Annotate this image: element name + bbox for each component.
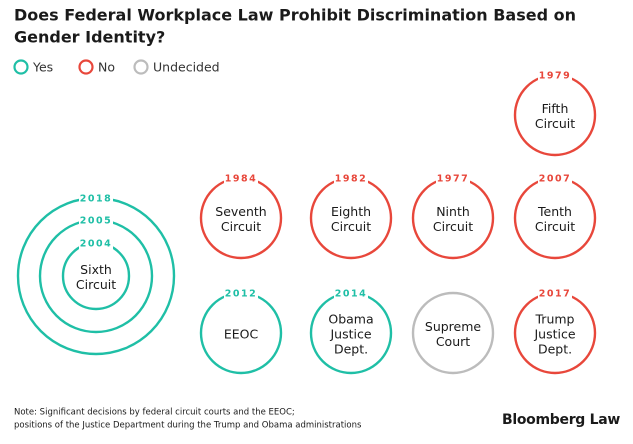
legend-label: Undecided	[153, 60, 220, 75]
year-background	[79, 215, 113, 227]
title: Gender Identity?	[14, 28, 165, 47]
node-label: Circuit	[433, 219, 473, 234]
year-background	[334, 173, 368, 185]
brand: Bloomberg Law	[502, 412, 620, 428]
node-label: Sixth	[80, 262, 112, 277]
year: 1984	[225, 174, 257, 185]
note: positions of the Justice Department duri…	[14, 421, 362, 431]
note: Note: Significant decisions by federal c…	[14, 408, 295, 418]
legend-label: No	[98, 60, 115, 75]
node-label: Justice	[533, 327, 575, 342]
node-label: Circuit	[535, 219, 575, 234]
node-label: Supreme	[425, 319, 482, 334]
title: Does Federal Workplace Law Prohibit Disc…	[14, 6, 576, 25]
node-label: Seventh	[215, 204, 266, 219]
year: 2018	[80, 194, 112, 205]
year: 2012	[225, 289, 257, 300]
node-label: Circuit	[221, 219, 261, 234]
year: 1979	[539, 71, 571, 82]
node-label: Dept.	[538, 342, 572, 357]
year: 2014	[335, 289, 367, 300]
node-label: Dept.	[334, 342, 368, 357]
year: 2007	[539, 174, 571, 185]
node-label: Fifth	[542, 101, 569, 116]
legend-swatch	[133, 59, 149, 75]
year-background	[79, 193, 113, 205]
node-label: Circuit	[535, 116, 575, 131]
node-label: Trump	[535, 312, 575, 327]
year-background	[224, 173, 258, 185]
year-background	[334, 288, 368, 300]
year-background	[224, 288, 258, 300]
node-label: Court	[436, 334, 470, 349]
node-label: Obama	[328, 312, 373, 327]
node-label: Tenth	[537, 204, 572, 219]
node-label: Ninth	[436, 204, 470, 219]
year: 2017	[539, 289, 571, 300]
year-background	[436, 173, 470, 185]
year: 2005	[80, 216, 112, 227]
node-label: EEOC	[224, 327, 259, 342]
node-label: Circuit	[331, 219, 371, 234]
year-background	[538, 288, 572, 300]
year: 2004	[80, 239, 112, 250]
node-label: Circuit	[76, 277, 116, 292]
year-background	[538, 173, 572, 185]
year: 1982	[335, 174, 367, 185]
legend-swatch	[13, 59, 29, 75]
node-label: Eighth	[331, 204, 371, 219]
year-background	[538, 70, 572, 82]
legend-label: Yes	[32, 60, 53, 75]
legend-swatch	[78, 59, 94, 75]
node-ring	[411, 291, 495, 375]
node-label: Justice	[329, 327, 371, 342]
year: 1977	[437, 174, 469, 185]
year-background	[79, 238, 113, 250]
